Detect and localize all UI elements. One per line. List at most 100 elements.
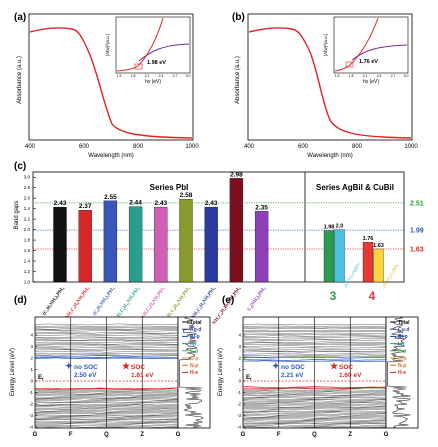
panel-a-inset: (Ahv)²(a.u.) 1.98 eV 1.5 1.8 2.1 2.4 2.7… (105, 17, 190, 85)
panel-c-group1-label: 3 (330, 289, 337, 303)
band-xtick: Z (140, 432, 144, 438)
panel-c-bar (324, 231, 334, 282)
panel-a-xtick: 800 (133, 144, 144, 150)
panel-c-ytick: 2.6 (24, 196, 31, 201)
panel-c-bar (154, 207, 167, 282)
panel-c-bar (255, 211, 268, 282)
panel-c-bar (79, 210, 92, 282)
panel-c-category-label: (C₆H₅NH₃)₂PbI₄ (93, 286, 117, 317)
panel-c-ytick: 2.8 (24, 185, 31, 190)
panel-c-bar-value: 2.35 (255, 204, 268, 211)
panel-c-category-label: NH₃C₈H₁₆NH₃PbI₄ (165, 286, 192, 321)
band-ytick: -1 (237, 390, 241, 395)
panel-e-soc-label: SOC (339, 364, 353, 371)
panel-b-xtick: 800 (352, 144, 363, 150)
panel-c-category-label: C₆(NH₃)₂PbI₄ (247, 286, 268, 312)
panel-c-ytick: 1.2 (24, 269, 31, 274)
panel-d-soc-star: ★ (122, 361, 131, 371)
panel-c-reference-value: 2.51 (410, 200, 424, 207)
panel-a-xtick: 600 (79, 144, 90, 150)
panel-a-xtick: 1000 (185, 144, 199, 150)
panel-c-series1-title: Series PbI (150, 183, 189, 192)
panel-e-nosoc-label: no SOC (281, 364, 305, 371)
panel-b: (b) Absorbance (a.u.) 400 600 800 1000 W… (232, 12, 418, 159)
panel-c-bar (335, 230, 345, 282)
legend-label: N-p (190, 363, 198, 369)
panel-a: (a) Absorbance (a.u.) 400 600 800 1000 W… (14, 12, 199, 159)
panel-e-soc-star: ★ (330, 361, 339, 371)
legend-label: I-p (190, 341, 196, 347)
panel-d-soc-value: 1.81 eV (131, 372, 154, 379)
panel-e-ylabel: Energy Level (eV) (218, 348, 224, 396)
panel-c-category-label: NH₃C₄H₈NH₃PbI₄ (141, 286, 167, 320)
panel-b-inset-xtick: 3.0 (404, 74, 409, 78)
band-ytick: 3 (30, 344, 33, 349)
panel-c-bar (104, 201, 117, 282)
panel-c-ytick: 3.0 (24, 175, 31, 180)
panel-c-bar-value: 2.55 (104, 194, 117, 201)
panel-c-bar (374, 249, 384, 282)
panel-a-inset-value: 1.98 eV (147, 60, 166, 66)
panel-d-nosoc-label: no SOC (74, 364, 98, 371)
panel-b-label: (b) (232, 12, 245, 23)
panel-d-label: (d) (14, 295, 27, 306)
panel-d-nosoc-star: ✦ (65, 361, 73, 371)
legend-label: Cu-d (398, 327, 409, 333)
panel-a-xlabel: Wavelength (nm) (88, 153, 133, 159)
panel-c-label: (c) (14, 161, 26, 172)
panel-a-inset-xtick: 2.1 (145, 74, 150, 78)
panel-c-ytick: 1.4 (24, 259, 31, 264)
panel-b-inset-xticks: 1.5 1.8 2.1 2.4 2.7 3.0 (335, 74, 409, 78)
panel-d-nosoc-value: 2.50 eV (74, 372, 97, 379)
panel-c-bar (363, 242, 373, 282)
legend-label: O-p (190, 356, 199, 362)
panel-b-inset-ylabel: (Ahv)²(a.u.) (323, 33, 328, 56)
legend-label: Total (190, 320, 202, 326)
band-xtick: Z (348, 432, 352, 438)
panel-a-inset-xlabel: hv (eV) (145, 79, 161, 85)
panel-c: (c) Band gaps Series PbI Series AgBiI & … (14, 161, 424, 326)
band-ytick: 4 (30, 333, 33, 338)
panel-c-group2-label: 4 (369, 289, 376, 303)
band-xtick: F (277, 432, 281, 438)
panel-c-bar (180, 199, 193, 282)
band-ytick: 2 (30, 356, 33, 361)
legend-label: O-p (398, 356, 407, 362)
band-ytick: 1 (238, 367, 241, 372)
legend-label: H-s (398, 370, 406, 376)
panel-b-ylabel: Absorbance (a.u.) (235, 56, 241, 104)
panel-c-bar-value: 2.58 (180, 192, 193, 199)
legend-label: I-p (398, 341, 404, 347)
panel-a-inset-ylabel: (Ahv)²(a.u.) (105, 33, 110, 56)
legend-label: Ag-d (190, 327, 201, 333)
band-xtick: G (241, 432, 246, 438)
band-ytick: -2 (237, 402, 241, 407)
panel-c-bar (129, 207, 142, 282)
legend-label: N-p (398, 363, 406, 369)
legend-label: Total (398, 320, 410, 326)
panel-a-inset-xtick: 1.5 (117, 74, 122, 78)
panel-d-ylabel: Energy Level (eV) (10, 348, 16, 396)
panel-c-yticks: 3.02.82.62.42.22.01.81.61.41.21.0 (24, 175, 36, 285)
band-xtick: G (384, 432, 389, 438)
panel-b-xtick: 400 (244, 144, 255, 150)
panel-c-reference-value: 1.63 (410, 247, 424, 254)
panel-a-xticks: 400 600 800 1000 (25, 144, 199, 150)
panel-b-inset-xtick: 1.8 (349, 74, 354, 78)
panel-c-ytick: 2.4 (24, 206, 31, 211)
panel-b-inset-xtick: 1.5 (335, 74, 340, 78)
panel-b-inset-xtick: 2.7 (391, 74, 396, 78)
band-ytick: -3 (237, 413, 241, 418)
panel-c-bar-value: 1.63 (373, 243, 384, 249)
panel-c-ylabel: Band gaps (14, 201, 20, 230)
panel-e-soc-value: 1.60 eV (339, 372, 362, 379)
panel-e-label: (e) (222, 295, 234, 306)
panel-c-category-label: NH₃C₆H₁₂NH₃PbI₄ (115, 286, 142, 321)
panel-c-bar-value: 2.43 (54, 200, 67, 207)
panel-c-group2-sub: (PDA)₂CuBiI₆ (382, 263, 400, 289)
panel-b-inset-value: 1.76 eV (359, 59, 378, 65)
panel-c-bar-value: 2.43 (154, 200, 167, 207)
panel-b-inset-xtick: 2.1 (363, 74, 368, 78)
